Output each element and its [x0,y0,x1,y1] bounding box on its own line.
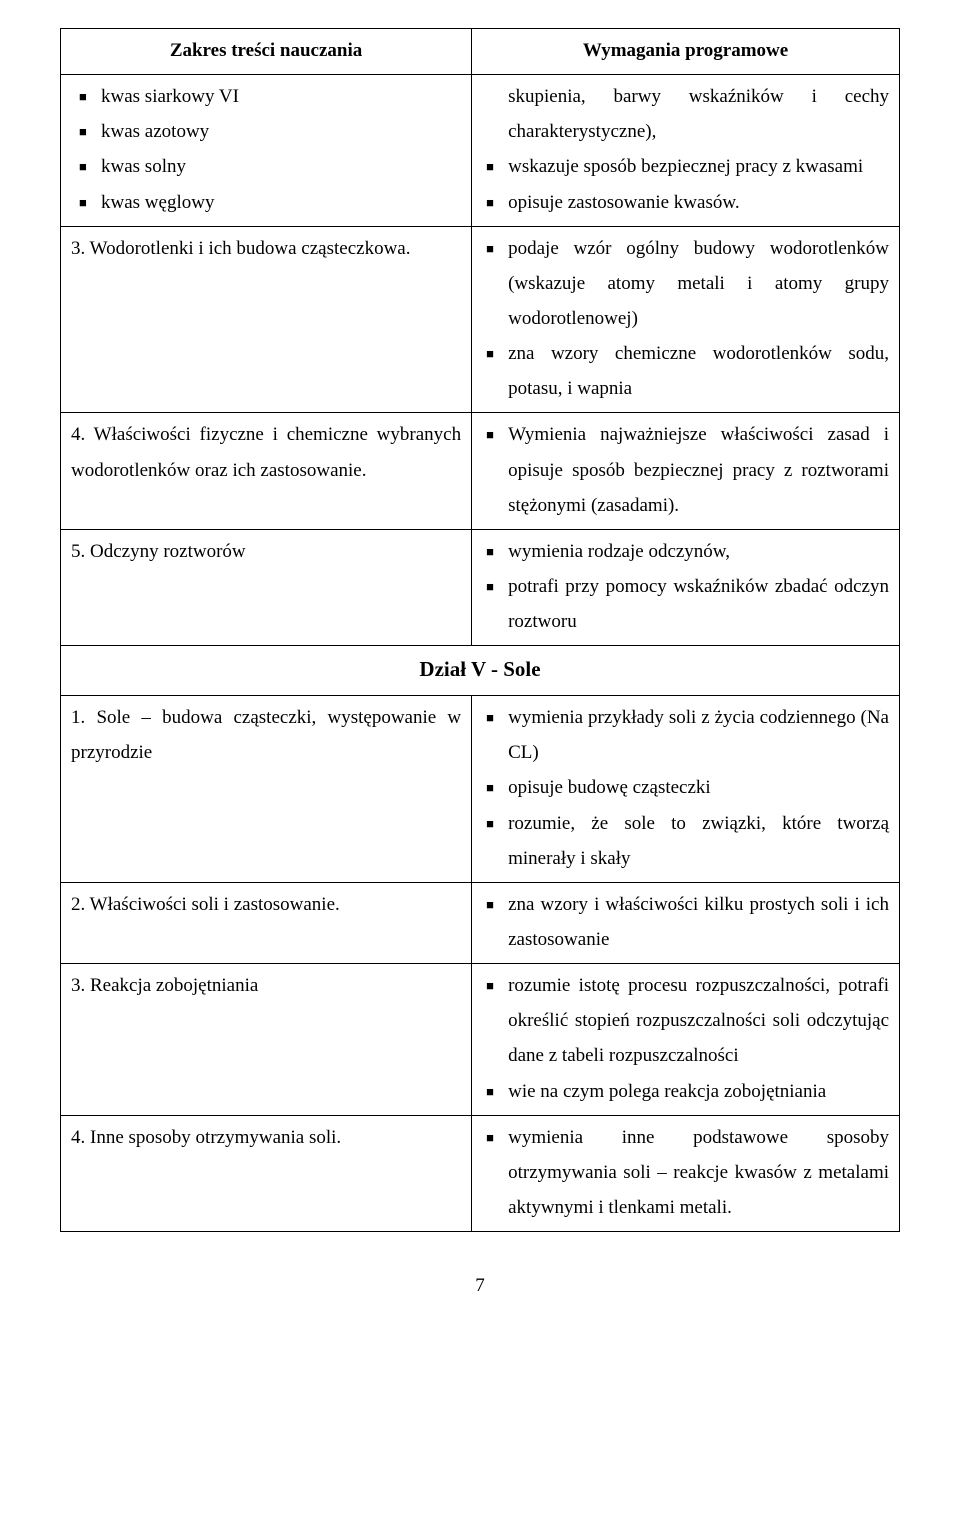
section-header-row: Dział V - Sole [61,646,900,696]
list-item: kwas węglowy [71,185,461,220]
table-row: 3. Wodorotlenki i ich budowa cząsteczkow… [61,226,900,413]
table-row: 3. Reakcja zobojętniania rozumie istotę … [61,964,900,1116]
cell-left: 4. Właściwości fizyczne i chemiczne wybr… [61,413,472,529]
cell-right: rozumie istotę procesu rozpuszczalności,… [472,964,900,1116]
table-row: 4. Właściwości fizyczne i chemiczne wybr… [61,413,900,529]
list-item: kwas siarkowy VI [71,79,461,114]
cell-left: 4. Inne sposoby otrzymywania soli. [61,1115,472,1231]
table-row: 1. Sole – budowa cząsteczki, występowani… [61,696,900,883]
table-row: 2. Właściwości soli i zastosowanie. zna … [61,882,900,963]
table-row: 5. Odczyny roztworów wymienia rodzaje od… [61,529,900,645]
list-item: wymienia inne podstawowe sposoby otrzymy… [482,1120,889,1225]
cell-left: kwas siarkowy VI kwas azotowy kwas solny… [61,75,472,227]
list-item: wie na czym polega reakcja zobojętniania [482,1074,889,1109]
right-bullet-list: Wymienia najważniejsze właściwości zasad… [482,417,889,522]
list-item: opisuje budowę cząsteczki [482,770,889,805]
list-item: podaje wzór ogólny budowy wodorotlenków … [482,231,889,336]
right-bullet-list: wskazuje sposób bezpiecznej pracy z kwas… [482,149,889,219]
list-item: rozumie istotę procesu rozpuszczalności,… [482,968,889,1073]
list-item: opisuje zastosowanie kwasów. [482,185,889,220]
header-right: Wymagania programowe [472,29,900,75]
right-bullet-list: podaje wzór ogólny budowy wodorotlenków … [482,231,889,407]
list-item: zna wzory chemiczne wodorotlenków sodu, … [482,336,889,406]
curriculum-table: Zakres treści nauczania Wymagania progra… [60,28,900,1232]
list-item: potrafi przy pomocy wskaźników zbadać od… [482,569,889,639]
cell-right: wymienia inne podstawowe sposoby otrzymy… [472,1115,900,1231]
page-number: 7 [60,1268,900,1303]
right-bullet-list: wymienia rodzaje odczynów, potrafi przy … [482,534,889,639]
list-item: Wymienia najważniejsze właściwości zasad… [482,417,889,522]
right-bullet-list: zna wzory i właściwości kilku prostych s… [482,887,889,957]
cell-left: 3. Reakcja zobojętniania [61,964,472,1116]
cell-right: Wymienia najważniejsze właściwości zasad… [472,413,900,529]
list-item: zna wzory i właściwości kilku prostych s… [482,887,889,957]
table-header-row: Zakres treści nauczania Wymagania progra… [61,29,900,75]
cell-left: 1. Sole – budowa cząsteczki, występowani… [61,696,472,883]
cell-right: skupienia, barwy wskaźników i cechy char… [472,75,900,227]
list-item: rozumie, że sole to związki, które tworz… [482,806,889,876]
cell-right: zna wzory i właściwości kilku prostych s… [472,882,900,963]
section-header: Dział V - Sole [61,646,900,696]
right-bullet-list: wymienia inne podstawowe sposoby otrzymy… [482,1120,889,1225]
right-bullet-list: wymienia przykłady soli z życia codzienn… [482,700,889,876]
continuation-text: skupienia, barwy wskaźników i cechy char… [482,79,889,149]
left-bullet-list: kwas siarkowy VI kwas azotowy kwas solny… [71,79,461,220]
right-bullet-list: rozumie istotę procesu rozpuszczalności,… [482,968,889,1109]
cell-right: podaje wzór ogólny budowy wodorotlenków … [472,226,900,413]
list-item: wymienia rodzaje odczynów, [482,534,889,569]
cell-left: 5. Odczyny roztworów [61,529,472,645]
header-left: Zakres treści nauczania [61,29,472,75]
cell-right: wymienia rodzaje odczynów, potrafi przy … [472,529,900,645]
list-item: wymienia przykłady soli z życia codzienn… [482,700,889,770]
table-row: 4. Inne sposoby otrzymywania soli. wymie… [61,1115,900,1231]
list-item: wskazuje sposób bezpiecznej pracy z kwas… [482,149,889,184]
table-row: kwas siarkowy VI kwas azotowy kwas solny… [61,75,900,227]
cell-left: 2. Właściwości soli i zastosowanie. [61,882,472,963]
list-item: kwas azotowy [71,114,461,149]
cell-left: 3. Wodorotlenki i ich budowa cząsteczkow… [61,226,472,413]
list-item: kwas solny [71,149,461,184]
cell-right: wymienia przykłady soli z życia codzienn… [472,696,900,883]
